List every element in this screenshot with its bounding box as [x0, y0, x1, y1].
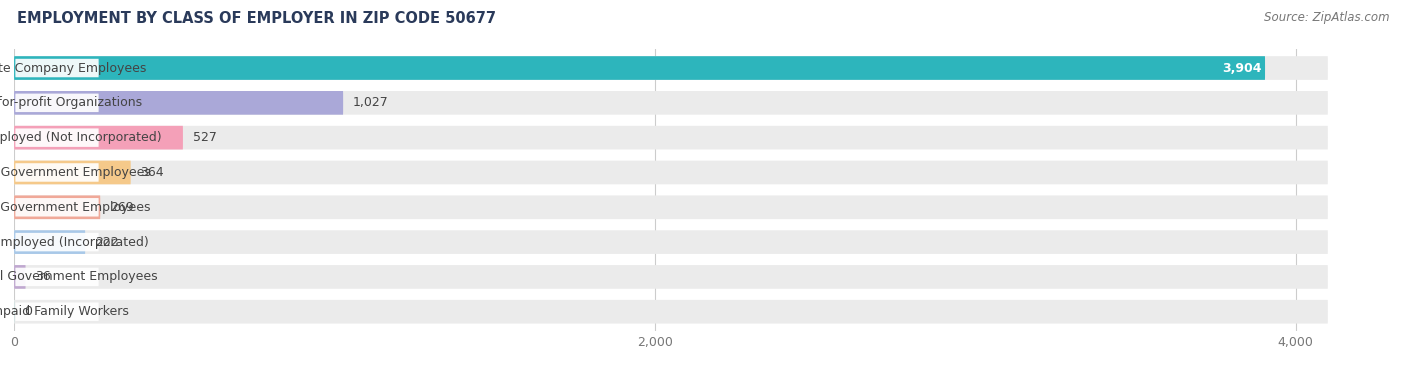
FancyBboxPatch shape	[14, 161, 1327, 184]
FancyBboxPatch shape	[14, 265, 25, 289]
FancyBboxPatch shape	[15, 198, 98, 217]
Text: 527: 527	[193, 131, 217, 144]
FancyBboxPatch shape	[15, 59, 98, 77]
FancyBboxPatch shape	[14, 126, 183, 150]
FancyBboxPatch shape	[15, 268, 98, 286]
Text: 3,904: 3,904	[1222, 62, 1261, 74]
FancyBboxPatch shape	[14, 196, 100, 219]
Text: EMPLOYMENT BY CLASS OF EMPLOYER IN ZIP CODE 50677: EMPLOYMENT BY CLASS OF EMPLOYER IN ZIP C…	[17, 11, 496, 26]
Text: 36: 36	[35, 270, 51, 284]
Text: Source: ZipAtlas.com: Source: ZipAtlas.com	[1264, 11, 1389, 24]
FancyBboxPatch shape	[15, 94, 98, 112]
FancyBboxPatch shape	[14, 300, 1327, 324]
Text: Not-for-profit Organizations: Not-for-profit Organizations	[0, 96, 142, 109]
Text: 364: 364	[141, 166, 165, 179]
Text: 1,027: 1,027	[353, 96, 388, 109]
Text: Self-Employed (Incorporated): Self-Employed (Incorporated)	[0, 236, 149, 249]
FancyBboxPatch shape	[14, 265, 1327, 289]
FancyBboxPatch shape	[14, 56, 1265, 80]
FancyBboxPatch shape	[15, 129, 98, 147]
Text: Self-Employed (Not Incorporated): Self-Employed (Not Incorporated)	[0, 131, 162, 144]
FancyBboxPatch shape	[14, 56, 1327, 80]
Text: Local Government Employees: Local Government Employees	[0, 166, 150, 179]
FancyBboxPatch shape	[14, 91, 1327, 115]
Text: 269: 269	[110, 201, 134, 214]
FancyBboxPatch shape	[15, 303, 98, 321]
Text: Federal Government Employees: Federal Government Employees	[0, 270, 157, 284]
FancyBboxPatch shape	[14, 91, 343, 115]
Text: 222: 222	[94, 236, 118, 249]
FancyBboxPatch shape	[14, 196, 1327, 219]
FancyBboxPatch shape	[14, 230, 1327, 254]
Text: State Government Employees: State Government Employees	[0, 201, 150, 214]
Text: Private Company Employees: Private Company Employees	[0, 62, 146, 74]
FancyBboxPatch shape	[14, 161, 131, 184]
Text: Unpaid Family Workers: Unpaid Family Workers	[0, 305, 128, 318]
FancyBboxPatch shape	[14, 126, 1327, 150]
FancyBboxPatch shape	[15, 163, 98, 182]
Text: 0: 0	[24, 305, 32, 318]
FancyBboxPatch shape	[15, 233, 98, 251]
FancyBboxPatch shape	[14, 230, 86, 254]
